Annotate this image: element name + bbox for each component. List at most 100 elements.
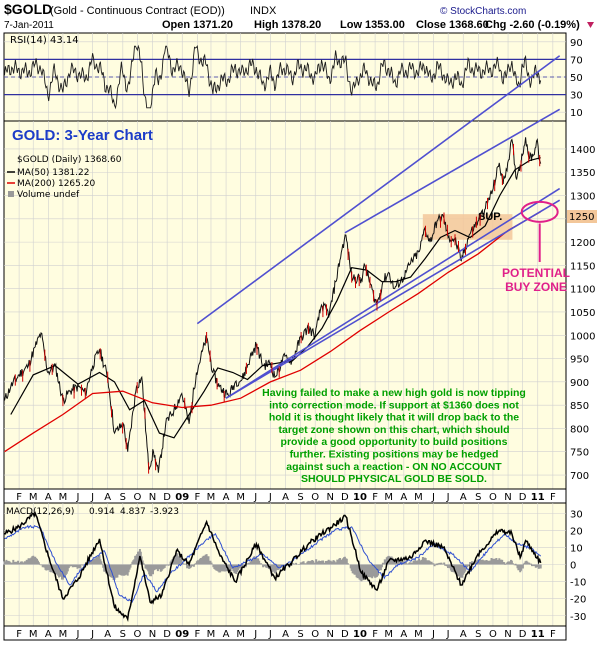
macd-legend-signal: 4.837	[120, 507, 146, 517]
buy-zone-ellipse	[520, 200, 559, 223]
analyst-comment: Having failed to make a new high gold is…	[262, 387, 526, 485]
price-tick-label: 900	[570, 378, 589, 389]
x-tick-label: N	[149, 492, 156, 503]
macd-tick-label: -20	[570, 595, 586, 606]
x-tick-label: N	[327, 629, 334, 640]
rsi-tick-label: 70	[570, 55, 583, 66]
buy-zone-label-1: POTENTIAL	[502, 266, 570, 280]
x-tick-label: 11	[531, 629, 545, 640]
x-tick-label: M	[414, 629, 423, 640]
instrument-name: (Gold - Continuous Contract (EOD))	[50, 5, 225, 17]
down-day-marks	[14, 144, 541, 474]
x-tick-label: F	[550, 492, 556, 503]
x-tick-label: M	[384, 629, 393, 640]
x-tick-label: F	[16, 492, 22, 503]
price-tick-label: 1350	[570, 168, 595, 179]
x-axis-labels: F M A M J J A S O N D 09 F M A M J J A S O N D 10 F M A M J J A S O N D 11 F	[16, 492, 556, 503]
x-tick-label: M	[414, 492, 423, 503]
macd-tick-label: 0	[570, 561, 576, 572]
x-tick-label: 10	[353, 492, 367, 503]
x-tick-label: A	[104, 492, 111, 503]
ma200-line	[4, 211, 542, 453]
chart-header: $GOLD (Gold - Continuous Contract (EOD))…	[4, 1, 594, 31]
macd-axis: 30 20 10 0 -10 -20 -30	[570, 509, 586, 623]
x-tick-label: F	[16, 629, 22, 640]
comment-line: SHOULD PHYSICAL GOLD BE SOLD.	[301, 473, 487, 485]
x-tick-label: J	[431, 629, 435, 640]
trendline	[344, 108, 561, 234]
x-tick-label: M	[207, 492, 216, 503]
rsi-tick-label: 90	[570, 38, 583, 49]
x-tick-label: A	[223, 629, 230, 640]
rsi-legend: RSI(14) 43.14	[10, 35, 79, 46]
price-axis: 1400 1350 1300 1200 1150 1100 1050 1000 950 900 85…	[570, 145, 595, 482]
x-tick-label: S	[475, 629, 481, 640]
price-tick-label: 1000	[570, 331, 595, 342]
x-tick-label: J	[76, 492, 80, 503]
x-tick-label: 09	[175, 492, 189, 503]
price-tick-label: 1400	[570, 145, 595, 156]
trendline	[196, 55, 561, 325]
highlight-level-box	[567, 210, 597, 223]
price-tick-label: 950	[570, 355, 589, 366]
x-tick-label: O	[311, 629, 319, 640]
macd-tick-label: 20	[570, 526, 583, 537]
x-tick-label: F	[194, 629, 200, 640]
x-tick-label: A	[400, 629, 407, 640]
x-tick-label: N	[504, 492, 511, 503]
price-tick-label: 1050	[570, 308, 595, 319]
x-tick-label: M	[29, 492, 38, 503]
x-tick-label: J	[253, 629, 257, 640]
x-tick-label: J	[431, 492, 435, 503]
x-tick-label: F	[372, 492, 378, 503]
price-panel-background	[3, 120, 567, 490]
trendlines	[196, 55, 561, 399]
macd-panel: 30 20 10 0 -10 -20 -30 MACD(12,26,9) 0.914 4.8…	[3, 502, 586, 627]
x-tick-label: O	[134, 492, 142, 503]
x-tick-label: O	[311, 492, 319, 503]
comment-line: against such a reaction - ON NO ACCOUNT	[286, 461, 502, 473]
comment-line: into correction mode. If support at $136…	[269, 399, 519, 411]
x-tick-label: N	[149, 629, 156, 640]
x-tick-label: J	[446, 629, 450, 640]
x-tick-label: F	[372, 629, 378, 640]
watermark: © StockCharts.com	[440, 6, 526, 17]
comment-line: further. Existing positions may be hedge…	[290, 449, 499, 461]
legend-volume: Volume undef	[17, 190, 80, 200]
rsi-panel: 90 70 50 30 10 RSI(14) 43.14	[3, 32, 583, 122]
rsi-grid	[4, 33, 566, 121]
x-axis-labels-bottom: F M A M J J A S O N D 09 F M A M J J A S O N D 10 F M A M J J A S O N D 11 F	[16, 629, 556, 640]
x-tick-label: F	[550, 629, 556, 640]
x-tick-label: M	[59, 492, 68, 503]
change-value: Chg -2.60 (-0.19%)	[485, 19, 580, 31]
x-tick-label: M	[29, 629, 38, 640]
macd-line	[4, 511, 542, 623]
x-tick-label: M	[207, 629, 216, 640]
x-tick-label: J	[76, 629, 80, 640]
chart-title: GOLD: 3-Year Chart	[12, 127, 153, 144]
x-tick-label: A	[45, 629, 52, 640]
rsi-tick-label: 50	[570, 73, 583, 84]
x-tick-label: A	[282, 629, 289, 640]
x-tick-label: A	[223, 492, 230, 503]
macd-legend-value: 0.914	[89, 507, 115, 517]
macd-tick-label: -10	[570, 578, 586, 589]
x-tick-label: J	[446, 492, 450, 503]
x-tick-label: N	[504, 629, 511, 640]
x-tick-label: A	[460, 629, 467, 640]
ma50-line	[10, 157, 541, 439]
legend-volume-swatch	[8, 191, 14, 197]
macd-grid	[4, 503, 566, 626]
legend-gold: $GOLD (Daily) 1368.60	[17, 155, 122, 165]
price-legend: $GOLD (Daily) 1368.60 MA(50) 1381.22 MA(…	[7, 155, 122, 200]
macd-tick-label: -30	[570, 612, 586, 623]
x-tick-label: O	[489, 492, 497, 503]
x-tick-label: J	[90, 492, 94, 503]
legend-ma50: MA(50) 1381.22	[17, 168, 89, 178]
price-tick-label: 850	[570, 401, 589, 412]
x-tick-label: M	[59, 629, 68, 640]
exchange-label: INDX	[250, 5, 277, 17]
x-tick-label: 11	[531, 492, 545, 503]
rsi-tick-label: 10	[570, 108, 583, 119]
